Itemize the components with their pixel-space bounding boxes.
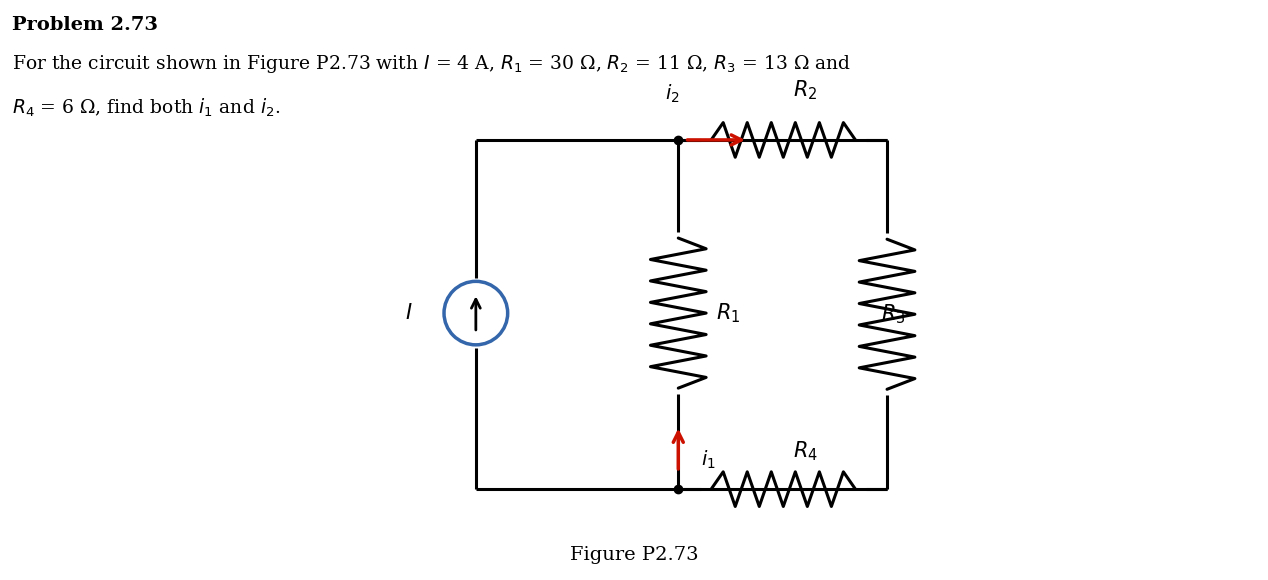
Text: For the circuit shown in Figure P2.73 with $I$ = 4 A, $R_1$ = 30 Ω, $R_2$ = 11 Ω: For the circuit shown in Figure P2.73 wi… [11,53,851,75]
Text: $R_2$: $R_2$ [794,79,818,103]
Text: $R_3$: $R_3$ [881,302,905,326]
Text: $R_4$: $R_4$ [794,440,818,463]
Text: $R_4$ = 6 Ω, find both $i_1$ and $i_2$.: $R_4$ = 6 Ω, find both $i_1$ and $i_2$. [11,97,280,119]
Text: $I$: $I$ [404,303,412,323]
Text: $R_1$: $R_1$ [716,301,741,325]
Text: $i_1$: $i_1$ [701,449,716,472]
Text: Figure P2.73: Figure P2.73 [569,546,699,564]
Text: Problem 2.73: Problem 2.73 [11,16,157,34]
Text: $i_2$: $i_2$ [664,83,680,106]
